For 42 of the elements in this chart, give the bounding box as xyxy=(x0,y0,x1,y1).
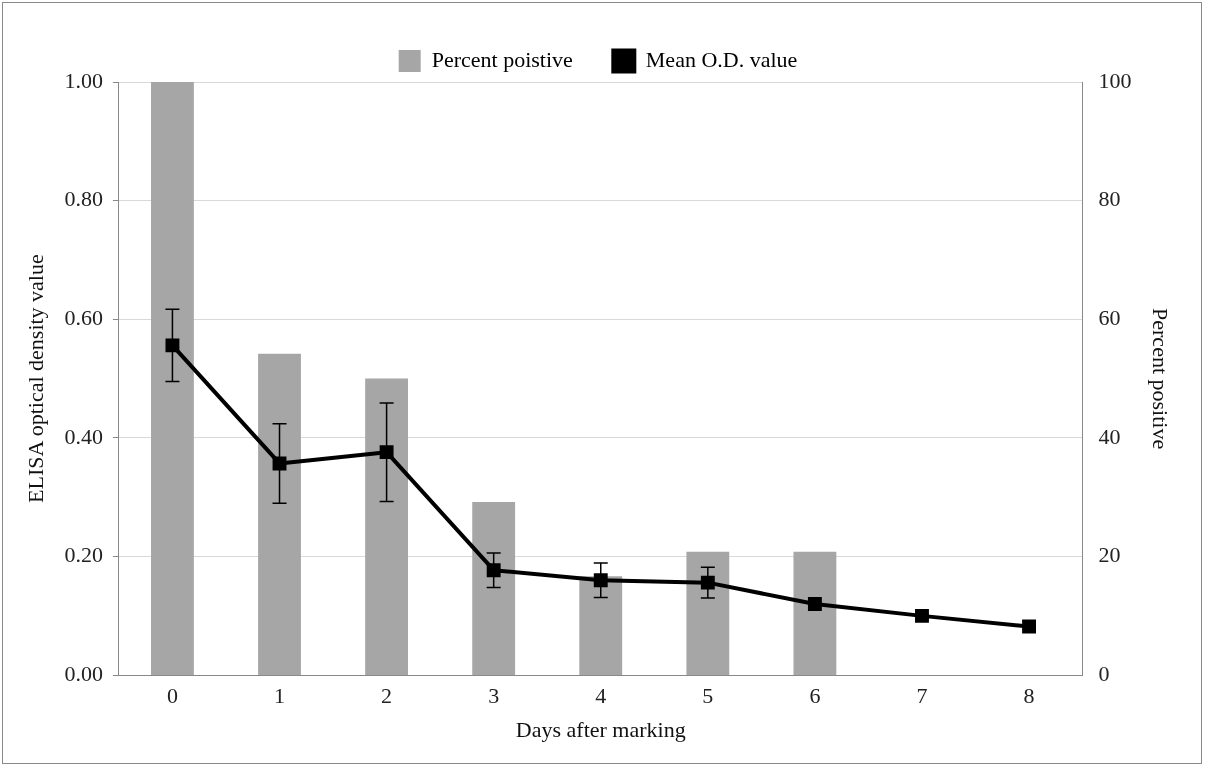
y-axis-title: ELISA optical density value xyxy=(22,254,48,503)
x-tick-label: 0 xyxy=(166,683,178,709)
bar xyxy=(793,551,837,676)
bar xyxy=(151,82,194,676)
legend-label: Mean O.D. value xyxy=(645,46,798,72)
y2-tick-label: 0 xyxy=(1098,660,1110,686)
point xyxy=(915,608,929,623)
bar xyxy=(472,501,516,676)
x-tick-label: 4 xyxy=(595,683,607,709)
y2-tick-label: 40 xyxy=(1098,423,1121,449)
x-tick-label: 8 xyxy=(1023,683,1035,709)
y2-axis-title: Percent positive xyxy=(1148,308,1174,450)
y-tick-label: 0.80 xyxy=(64,186,103,212)
point xyxy=(486,563,501,578)
point xyxy=(807,597,822,611)
y-tick-label: 0.40 xyxy=(64,423,103,449)
y-tick-label: 0.20 xyxy=(64,542,103,568)
y-tick-label: 1.00 xyxy=(64,67,103,93)
y2-tick-label: 80 xyxy=(1098,186,1121,212)
x-axis-title: Days after marking xyxy=(515,716,686,742)
point xyxy=(379,445,394,460)
legend-label: Percent poistive xyxy=(431,46,573,72)
point xyxy=(700,575,715,590)
y-tick-label: 0.60 xyxy=(64,305,103,331)
x-tick-label: 1 xyxy=(274,683,286,709)
y2-tick-label: 60 xyxy=(1098,305,1121,331)
bar xyxy=(365,378,409,676)
bar xyxy=(258,353,301,676)
x-tick-label: 6 xyxy=(809,683,821,709)
x-tick-label: 5 xyxy=(702,683,714,709)
x-tick-label: 2 xyxy=(381,683,393,709)
y2-tick-label: 100 xyxy=(1098,67,1132,93)
x-tick-label: 3 xyxy=(488,683,500,709)
y-tick-label: 0.00 xyxy=(64,660,103,686)
point xyxy=(1022,619,1037,634)
bar xyxy=(579,576,623,676)
x-tick-label: 7 xyxy=(916,683,928,709)
point xyxy=(593,573,608,588)
bar xyxy=(686,551,730,676)
point xyxy=(272,456,287,471)
y2-tick-label: 20 xyxy=(1098,542,1121,568)
point xyxy=(165,338,180,353)
